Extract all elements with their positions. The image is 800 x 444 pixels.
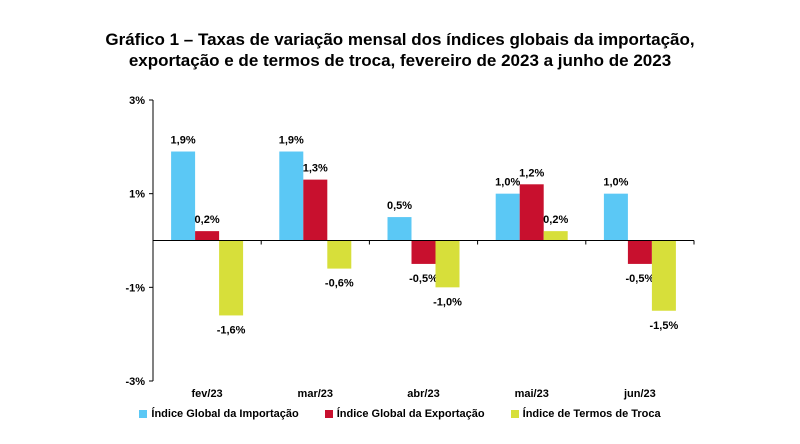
bar-exportacao (195, 231, 220, 241)
data-label: 1,3% (303, 163, 328, 175)
data-label: 0,2% (543, 214, 568, 226)
y-tick-label: 3% (129, 95, 145, 107)
legend-swatch-termos-troca (510, 410, 519, 418)
x-category-label: fev/23 (191, 388, 222, 400)
legend-swatch-exportacao (324, 410, 333, 418)
bar-termos-troca (219, 240, 244, 316)
bar-exportacao (627, 240, 652, 264)
chart-title-line-2: exportação e de termos de troca, feverei… (128, 51, 672, 70)
chart-title: Gráfico 1 – Taxas de variação mensal dos… (0, 29, 800, 71)
chart-title-line-1: Gráfico 1 – Taxas de variação mensal dos… (105, 30, 695, 49)
legend-label-importacao: Índice Global da Importação (151, 408, 299, 420)
legend-item-termos-troca: Índice de Termos de Troca (510, 408, 661, 420)
legend-swatch-importacao (139, 410, 148, 418)
y-tick-label: -1% (125, 282, 145, 294)
data-label: 0,5% (387, 200, 412, 212)
bar-termos-troca (651, 240, 676, 311)
legend-label-exportacao: Índice Global da Exportação (336, 408, 485, 420)
bar-importacao (171, 151, 196, 241)
x-category-label: mar/23 (298, 388, 333, 400)
legend-item-exportacao: Índice Global da Exportação (324, 408, 485, 420)
legend-item-importacao: Índice Global da Importação (139, 408, 299, 420)
data-label: -0,5% (626, 273, 655, 285)
bar-termos-troca (435, 240, 460, 288)
bar-exportacao (519, 184, 544, 241)
bar-importacao (495, 193, 520, 241)
data-label: 1,2% (519, 167, 544, 179)
y-tick-label: -3% (125, 376, 145, 388)
x-category-label: abr/23 (407, 388, 439, 400)
bar-importacao (279, 151, 304, 241)
legend-label-termos-troca: Índice de Termos de Troca (522, 408, 661, 420)
data-label: 1,9% (279, 135, 304, 147)
x-category-label: mai/23 (515, 388, 549, 400)
data-label: -1,6% (217, 324, 246, 336)
data-label: 1,9% (171, 135, 196, 147)
x-category-label: jun/23 (623, 388, 656, 400)
y-tick-label: 1% (129, 189, 145, 201)
bar-termos-troca (543, 231, 568, 241)
bar-termos-troca (327, 240, 352, 269)
data-label: 1,0% (495, 177, 520, 189)
data-label: -0,6% (325, 278, 354, 290)
data-label: -1,0% (433, 296, 462, 308)
data-label: 0,2% (195, 214, 220, 226)
data-label: 1,0% (603, 177, 628, 189)
data-label: -0,5% (409, 273, 438, 285)
bar-exportacao (303, 179, 328, 241)
bar-importacao (387, 217, 412, 241)
data-label: -1,5% (650, 320, 679, 332)
chart-legend: Índice Global da Importação Índice Globa… (0, 408, 800, 420)
bar-exportacao (411, 240, 436, 264)
bar-importacao (603, 193, 628, 241)
